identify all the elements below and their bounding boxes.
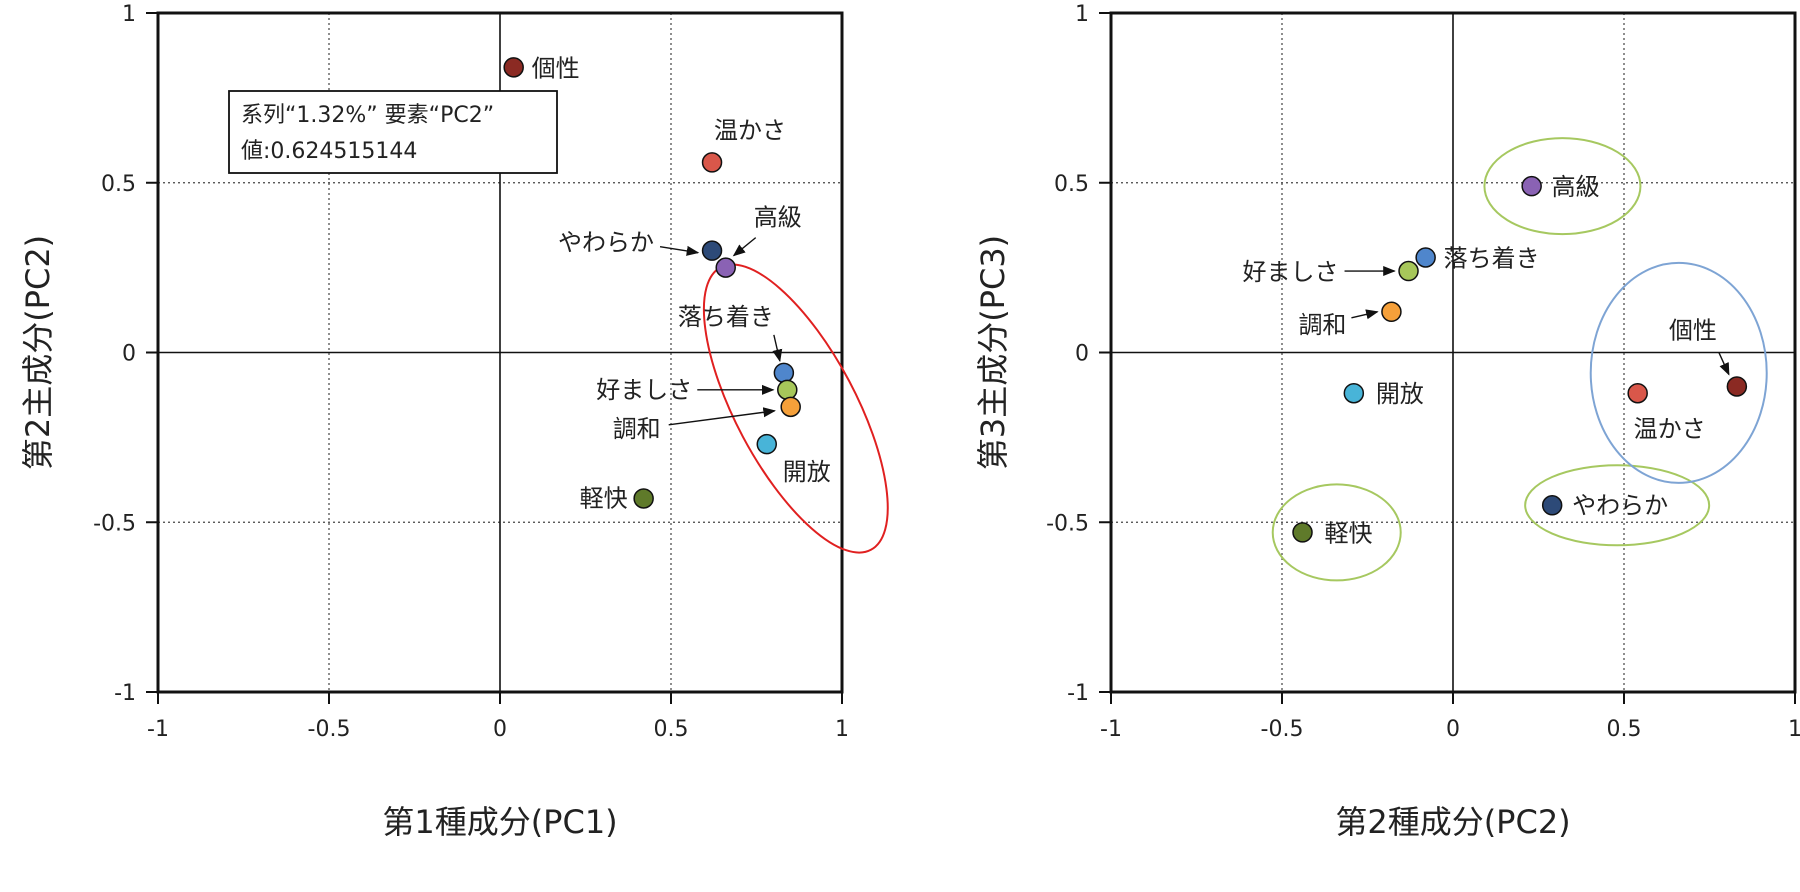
label-arrow [772, 334, 783, 363]
data-point [773, 362, 795, 384]
data-point-label: 高級 [754, 204, 802, 232]
x-tick-label: 0 [493, 717, 507, 742]
highlight-ellipse [1271, 483, 1402, 582]
x-tick-label: -0.5 [308, 717, 351, 742]
y-tick-label: 0 [1075, 342, 1089, 367]
data-point-label: 高級 [1552, 173, 1600, 201]
y-tick-label: -1 [114, 681, 136, 706]
data-point-label: 軽快 [580, 484, 628, 512]
data-point [633, 488, 654, 509]
annotation-layer: 系列“1.32%” 要素“PC2” 値:0.624515144 [228, 90, 558, 174]
tooltip-box [228, 90, 558, 174]
label-arrow [732, 237, 757, 257]
x-tick-label: 0 [1446, 717, 1460, 742]
data-point [1521, 175, 1542, 197]
data-point-label: 開放 [783, 458, 831, 486]
data-point [1381, 301, 1402, 323]
x-tick-label: -1 [147, 717, 169, 742]
label-arrow [1351, 309, 1379, 320]
data-point-label: 落ち着き [678, 303, 774, 331]
highlight-ellipse [1483, 137, 1642, 236]
y-tick-label: -0.5 [93, 511, 136, 536]
data-point-label: 調和 [1298, 311, 1346, 339]
label-arrow [668, 407, 776, 426]
tooltip: 系列“1.32%” 要素“PC2” 値:0.624515144 [228, 90, 558, 174]
data-point-label: 好ましさ [1243, 258, 1339, 286]
data-point [503, 57, 524, 78]
y-tick-label: 0.5 [101, 172, 136, 197]
data-point-label: 個性 [532, 54, 580, 82]
data-point [701, 152, 723, 173]
y-axis-title: 第2主成分(PC2) [19, 235, 57, 470]
data-point [780, 396, 801, 418]
x-axis-title: 第2種成分(PC2) [1335, 803, 1570, 841]
data-point-label: やわらか [558, 229, 654, 257]
y-tick-label: 0 [122, 342, 136, 367]
data-point [1627, 382, 1648, 404]
data-point [1343, 382, 1365, 404]
data-point-label: 調和 [613, 415, 661, 443]
data-point-label: 好ましさ [596, 376, 692, 404]
tooltip-line-2: 値:0.624515144 [241, 139, 417, 164]
x-tick-label: 0.5 [1607, 717, 1642, 742]
y-tick-label: 1 [122, 2, 136, 27]
x-tick-label: 1 [1788, 717, 1800, 742]
y-tick-label: -1 [1067, 681, 1089, 706]
highlight-ellipse [1589, 261, 1768, 484]
data-point [701, 240, 723, 261]
x-tick-label: -1 [1100, 717, 1122, 742]
data-point-label: 落ち着き [1444, 244, 1540, 272]
label-arrow [1718, 352, 1730, 376]
data-point [1415, 247, 1436, 268]
y-tick-label: -0.5 [1046, 511, 1089, 536]
x-tick-label: 0.5 [654, 717, 689, 742]
data-point-label: 開放 [1376, 380, 1424, 408]
x-axis-title: 第1種成分(PC1) [382, 803, 617, 841]
data-point-label: 温かさ [1634, 415, 1706, 443]
data-point [1398, 260, 1419, 282]
chart-panel-pc1-pc2: 1 0.5 0 -0.5 -1 -1 -0.5 0 0.5 1 第1種成分(PC1) 第2主成分(PC… [19, 2, 889, 841]
label-arrow [659, 245, 700, 256]
data-point-label: 温かさ [714, 116, 786, 144]
data-point-label: 軽快 [1325, 519, 1373, 547]
x-tick-label: -0.5 [1261, 717, 1304, 742]
data-point-label: 個性 [1669, 316, 1717, 344]
data-point [1292, 522, 1313, 543]
y-tick-label: 0.5 [1054, 172, 1089, 197]
data-point [715, 257, 736, 278]
data-point [756, 433, 778, 455]
x-tick-label: 1 [835, 717, 849, 742]
data-point-label: やわらか [1572, 491, 1668, 519]
chart-panel-pc2-pc3: 1 0.5 0 -0.5 -1 -1 -0.5 0 0.5 1 第2種成分(PC2) 第3主成分(PC… [974, 2, 1800, 841]
data-point [1541, 495, 1563, 516]
y-axis-title: 第3主成分(PC3) [974, 235, 1012, 470]
data-point [777, 379, 798, 401]
highlight-ellipse [1524, 464, 1711, 547]
tooltip-line-1: 系列“1.32%” 要素“PC2” [241, 103, 494, 128]
data-point [1726, 376, 1748, 397]
y-tick-label: 1 [1075, 2, 1089, 27]
